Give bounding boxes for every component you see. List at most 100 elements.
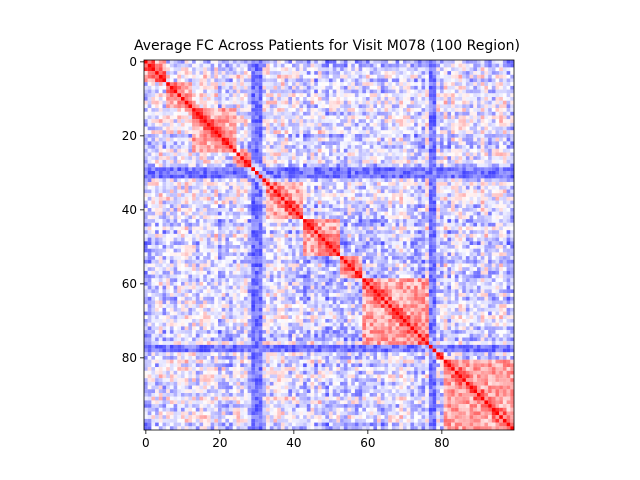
heatmap-cell (155, 196, 159, 201)
heatmap-cell (192, 208, 196, 212)
heatmap-cell (273, 211, 278, 216)
heatmap-cell (451, 178, 455, 183)
heatmap-cell (214, 141, 219, 146)
heatmap-cell (292, 115, 296, 120)
heatmap-cell (425, 60, 429, 64)
heatmap-cell (266, 93, 270, 98)
heatmap-cell (332, 219, 337, 223)
heatmap-cell (266, 219, 270, 223)
heatmap-cell (480, 200, 485, 205)
heatmap-cell (406, 241, 411, 246)
heatmap-cell (421, 193, 426, 197)
heatmap-cell (203, 185, 207, 190)
heatmap-cell (477, 141, 481, 146)
heatmap-cell (510, 89, 515, 94)
heatmap-cell (495, 211, 500, 216)
heatmap-cell (347, 74, 352, 79)
heatmap-cell (214, 204, 219, 209)
heatmap-cell (354, 204, 359, 209)
heatmap-cell (417, 137, 422, 142)
heatmap-cell (473, 93, 478, 98)
heatmap-cell (266, 122, 270, 127)
heatmap-cell (432, 171, 437, 175)
heatmap-cell (432, 230, 437, 234)
heatmap-cell (469, 230, 474, 234)
heatmap-cell (369, 134, 374, 138)
heatmap-cell (373, 104, 378, 109)
heatmap-cell (347, 97, 352, 101)
heatmap-cell (240, 189, 244, 194)
heatmap-cell (362, 211, 367, 216)
heatmap-cell (388, 63, 392, 68)
heatmap-cell (425, 85, 429, 90)
heatmap-cell (321, 222, 326, 227)
heatmap-cell (184, 211, 189, 216)
heatmap-cell (325, 208, 330, 212)
heatmap-cell (210, 89, 215, 94)
heatmap-cell (454, 71, 459, 75)
heatmap-cell (169, 89, 174, 94)
heatmap-cell (280, 63, 285, 68)
heatmap-cell (454, 163, 459, 168)
heatmap-cell (358, 108, 363, 112)
heatmap-cell (162, 200, 167, 205)
heatmap-cell (280, 233, 285, 238)
heatmap-cell (488, 163, 492, 168)
heatmap-cell (480, 233, 485, 238)
heatmap-cell (388, 100, 392, 105)
heatmap-cell (199, 115, 204, 120)
heatmap-cell (162, 204, 167, 209)
heatmap-cell (195, 122, 200, 127)
heatmap-cell (403, 233, 407, 238)
heatmap-cell (299, 152, 304, 157)
heatmap-cell (340, 74, 344, 79)
heatmap-cell (247, 204, 252, 209)
heatmap-cell (447, 97, 452, 101)
heatmap-cell (451, 130, 455, 135)
heatmap-cell (362, 174, 367, 179)
heatmap-cell (395, 241, 400, 246)
heatmap-cell (428, 200, 433, 205)
heatmap-cell (340, 230, 344, 234)
heatmap-cell (144, 178, 148, 183)
heatmap-cell (362, 82, 367, 86)
heatmap-cell (343, 93, 348, 98)
heatmap-cell (214, 67, 219, 72)
heatmap-cell (384, 85, 389, 90)
heatmap-cell (436, 163, 441, 168)
heatmap-cell (169, 230, 174, 234)
heatmap-cell (280, 222, 285, 227)
heatmap-cell (384, 141, 389, 146)
heatmap-cell (258, 196, 263, 201)
heatmap-cell (288, 222, 293, 227)
heatmap-cell (440, 189, 444, 194)
heatmap-cell (225, 237, 230, 242)
heatmap-cell (218, 141, 222, 146)
heatmap-cell (347, 145, 352, 149)
heatmap-cell (162, 108, 167, 112)
heatmap-cell (299, 119, 304, 123)
heatmap-cell (410, 156, 415, 160)
heatmap-cell (454, 63, 459, 68)
heatmap-cell (225, 137, 230, 142)
heatmap-cell (465, 174, 470, 179)
heatmap-cell (292, 60, 296, 64)
heatmap-cell (406, 148, 411, 153)
heatmap-cell (192, 167, 196, 172)
heatmap-cell (484, 233, 489, 238)
heatmap-cell (443, 226, 448, 231)
heatmap-cell (251, 134, 256, 138)
heatmap-cell (229, 60, 233, 64)
heatmap-cell (162, 185, 167, 190)
heatmap-cell (177, 82, 182, 86)
heatmap-cell (155, 74, 159, 79)
heatmap-cell (510, 71, 515, 75)
heatmap-cell (510, 200, 515, 205)
heatmap-cell (173, 178, 178, 183)
heatmap-cell (417, 97, 422, 101)
heatmap-cell (458, 204, 463, 209)
heatmap-cell (432, 85, 437, 90)
heatmap-cell (473, 104, 478, 109)
heatmap-cell (377, 200, 381, 205)
heatmap-cell (144, 82, 148, 86)
